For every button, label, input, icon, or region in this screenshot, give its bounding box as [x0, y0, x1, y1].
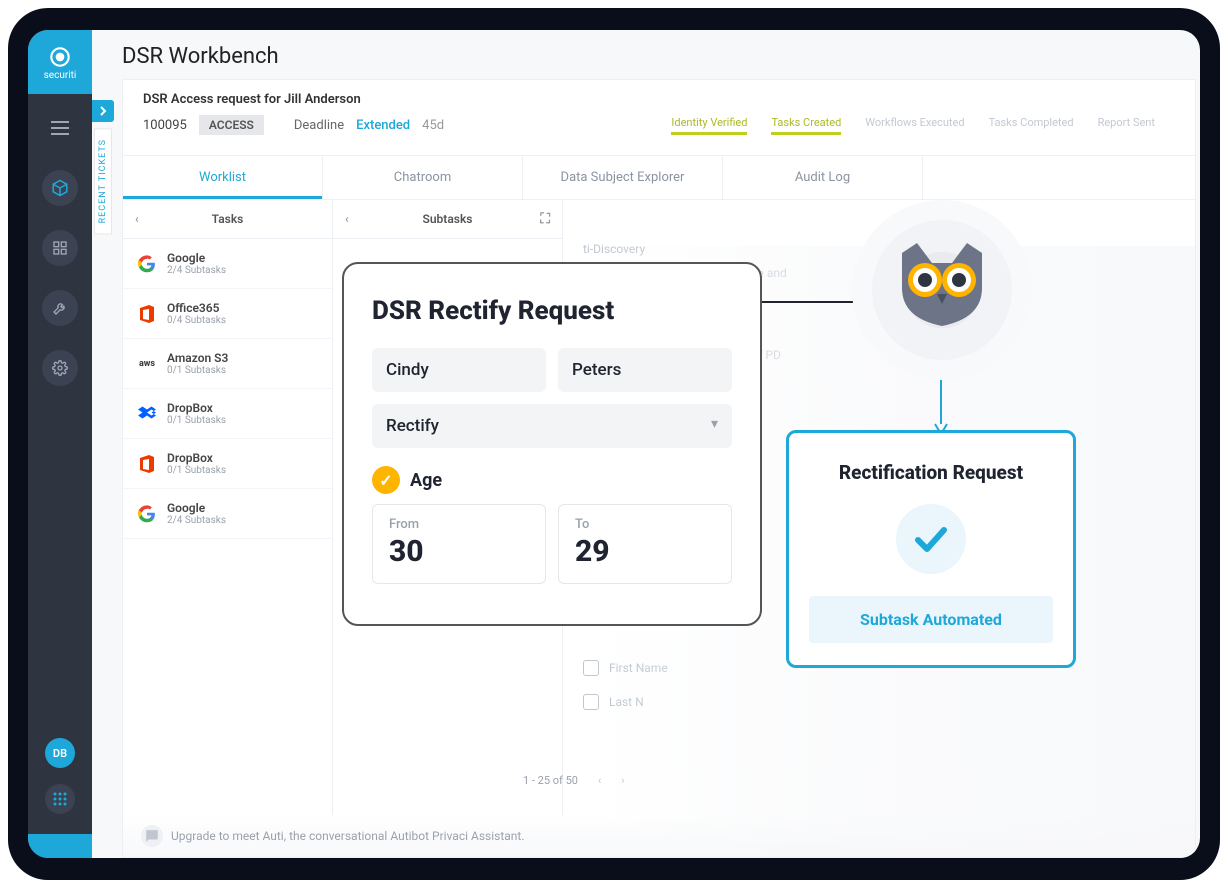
checkbox[interactable] [583, 694, 599, 710]
tab-data-subject-explorer[interactable]: Data Subject Explorer [523, 156, 723, 199]
subtasks-column-title: Subtasks [423, 212, 473, 226]
app-switcher-icon[interactable] [45, 784, 75, 814]
dropbox-icon [137, 404, 157, 424]
chevron-left-icon[interactable]: ‹ [345, 212, 349, 226]
stage-tasks-created: Tasks Created [771, 116, 841, 135]
task-name: DropBox [167, 401, 226, 415]
brand-name: securiti [44, 70, 77, 81]
recent-tickets-expand-button[interactable] [92, 100, 114, 122]
nav-wrench-icon[interactable] [42, 290, 78, 326]
task-name: DropBox [167, 451, 226, 465]
user-avatar[interactable]: DB [45, 738, 75, 768]
dropbox-icon [137, 454, 157, 474]
task-item[interactable]: Google2/4 Subtasks [123, 239, 332, 289]
aws-icon: aws [137, 354, 157, 374]
task-name: Google [167, 251, 226, 265]
stage-tracker: Identity Verified Tasks Created Workflow… [671, 116, 1175, 135]
google-icon [137, 504, 157, 524]
task-item[interactable]: DropBox0/1 Subtasks [123, 389, 332, 439]
task-subtitle: 2/4 Subtasks [167, 265, 226, 276]
tab-worklist[interactable]: Worklist [123, 156, 323, 199]
upgrade-banner[interactable]: Upgrade to meet Auti, the conversational… [123, 815, 1195, 857]
request-id: 100095 [143, 118, 187, 133]
office365-icon [137, 304, 157, 324]
check-circle-icon: ✓ [372, 466, 400, 494]
stage-identity-verified: Identity Verified [671, 116, 747, 135]
tablet-frame: securiti DB [8, 8, 1220, 880]
task-name: Amazon S3 [167, 351, 228, 365]
owl-icon [887, 238, 997, 338]
page-title: DSR Workbench [92, 30, 1200, 79]
task-subtitle: 2/4 Subtasks [167, 515, 226, 526]
tab-audit-log[interactable]: Audit Log [723, 156, 923, 199]
nav-table-icon[interactable] [42, 230, 78, 266]
request-type-badge: ACCESS [199, 115, 264, 135]
rectification-result-card: Rectification Request Subtask Automated [786, 430, 1076, 668]
pager-text: 1 - 25 of 50 [523, 774, 578, 787]
task-item[interactable]: Google2/4 Subtasks [123, 489, 332, 539]
tab-bar: Worklist Chatroom Data Subject Explorer … [123, 155, 1195, 200]
app-window: securiti DB [28, 30, 1200, 858]
last-name-field[interactable]: Peters [558, 348, 732, 392]
task-item[interactable]: aws Amazon S30/1 Subtasks [123, 339, 332, 389]
deadline-status: Extended [356, 118, 410, 133]
checkbox[interactable] [583, 660, 599, 676]
main-area: DSR Workbench RECENT TICKETS DSR Access … [92, 30, 1200, 858]
checkbox-label: First Name [609, 661, 668, 675]
age-to-field[interactable]: To 29 [558, 504, 732, 584]
task-subtitle: 0/1 Subtasks [167, 365, 228, 376]
tasks-column-title: Tasks [212, 212, 244, 226]
upgrade-text: Upgrade to meet Auti, the conversational… [171, 829, 525, 843]
stage-report-sent: Report Sent [1098, 116, 1155, 135]
task-subtitle: 0/4 Subtasks [167, 315, 226, 326]
from-value: 30 [389, 534, 529, 569]
task-item[interactable]: Office3650/4 Subtasks [123, 289, 332, 339]
modal-title: DSR Rectify Request [372, 296, 732, 326]
owl-mascot [852, 200, 1032, 380]
first-name-field[interactable]: Cindy [372, 348, 546, 392]
tasks-column-header: ‹ Tasks [123, 200, 332, 239]
rectify-request-modal: DSR Rectify Request Cindy Peters Rectify… [342, 262, 762, 626]
expand-icon[interactable]: ⛶ [540, 211, 550, 227]
task-name: Office365 [167, 301, 226, 315]
google-icon [137, 254, 157, 274]
chevron-left-icon[interactable]: ‹ [135, 212, 139, 226]
subtasks-column-header: ‹ Subtasks ⛶ [333, 200, 562, 239]
nav-settings-icon[interactable] [42, 350, 78, 386]
pager-next-button[interactable]: › [621, 774, 624, 787]
from-label: From [389, 517, 529, 532]
tab-chatroom[interactable]: Chatroom [323, 156, 523, 199]
task-item[interactable]: DropBox0/1 Subtasks [123, 439, 332, 489]
sidebar-accent [28, 834, 92, 858]
task-name: Google [167, 501, 226, 515]
success-check-icon [896, 504, 966, 574]
request-title: DSR Access request for Jill Anderson [143, 92, 361, 107]
pager-prev-button[interactable]: ‹ [598, 774, 601, 787]
to-label: To [575, 517, 715, 532]
age-from-field[interactable]: From 30 [372, 504, 546, 584]
stage-workflows-executed: Workflows Executed [865, 116, 964, 135]
sidebar: securiti DB [28, 30, 92, 858]
deadline-label: Deadline [294, 118, 344, 133]
task-subtitle: 0/1 Subtasks [167, 415, 226, 426]
recent-tickets-tab[interactable]: RECENT TICKETS [94, 128, 112, 234]
tasks-column: ‹ Tasks Google2/4 Subtasks Office3650/4 … [123, 200, 333, 857]
age-label: Age [410, 470, 442, 491]
chat-icon [141, 825, 163, 847]
nav-cube-icon[interactable] [42, 170, 78, 206]
stage-tasks-completed: Tasks Completed [989, 116, 1074, 135]
task-subtitle: 0/1 Subtasks [167, 465, 226, 476]
subtask-automated-button[interactable]: Subtask Automated [809, 596, 1053, 643]
menu-toggle-button[interactable] [42, 110, 78, 146]
result-title: Rectification Request [809, 461, 1053, 484]
action-select[interactable]: Rectify [372, 404, 732, 448]
brand-logo[interactable]: securiti [28, 30, 92, 94]
deadline-days: 45d [422, 118, 444, 133]
checkbox-label: Last N [609, 695, 644, 709]
to-value: 29 [575, 534, 715, 569]
pagination: 1 - 25 of 50 ‹ › [523, 774, 625, 787]
